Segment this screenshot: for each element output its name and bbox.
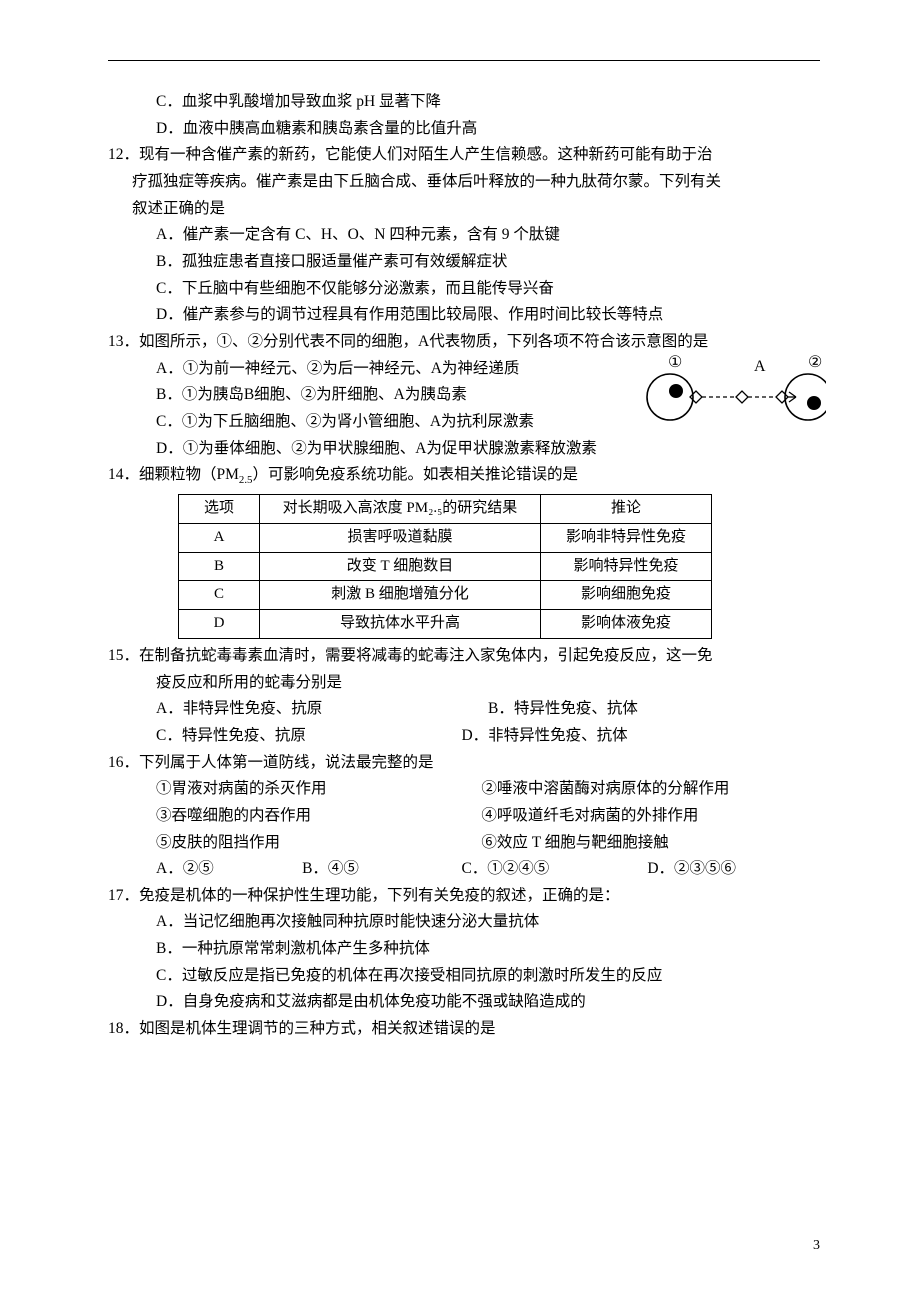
top-rule bbox=[108, 60, 820, 61]
q12-num: 12． bbox=[108, 146, 139, 163]
q16-opt-b: B．④⑤ bbox=[302, 856, 461, 883]
table-head-row: 选项 对长期吸入高浓度 PM₂.₅的研究结果 推论 bbox=[179, 494, 712, 523]
th-study: 对长期吸入高浓度 PM₂.₅的研究结果 bbox=[260, 494, 541, 523]
q16-i4: ④呼吸道纤毛对病菌的外排作用 bbox=[481, 803, 806, 830]
q14-stem: 14．细颗粒物（PM2.5）可影响免疫系统功能。如表相关推论错误的是 bbox=[108, 462, 820, 490]
q12-stem-line1: 12．现有一种含催产素的新药，它能使人们对陌生人产生信赖感。这种新药可能有助于治 bbox=[108, 142, 820, 169]
th-concl: 推论 bbox=[541, 494, 712, 523]
table-row: B 改变 T 细胞数目 影响特异性免疫 bbox=[179, 552, 712, 581]
q16-stem: 16．下列属于人体第一道防线，说法最完整的是 bbox=[108, 750, 820, 777]
q16: 16．下列属于人体第一道防线，说法最完整的是 ①胃液对病菌的杀灭作用②唾液中溶菌… bbox=[108, 750, 820, 883]
exam-page: C．血浆中乳酸增加导致血浆 pH 显著下降 D．血液中胰高血糖素和胰岛素含量的比… bbox=[0, 0, 920, 1300]
q11-opt-d: D．血液中胰高血糖素和胰岛素含量的比值升高 bbox=[108, 116, 820, 143]
q12-opt-a: A．催产素一定含有 C、H、O、N 四种元素，含有 9 个肽键 bbox=[108, 222, 820, 249]
q16-opt-c: C．①②④⑤ bbox=[461, 856, 647, 883]
q16-items-row1: ①胃液对病菌的杀灭作用②唾液中溶菌酶对病原体的分解作用 bbox=[108, 776, 820, 803]
q15-opt-d: D．非特异性免疫、抗体 bbox=[461, 723, 820, 750]
q17-opt-b: B．一种抗原常常刺激机体产生多种抗体 bbox=[108, 936, 820, 963]
q16-i5: ⑤皮肤的阻挡作用 bbox=[156, 830, 481, 857]
fig-label-1: ① bbox=[668, 354, 682, 371]
table-row: D 导致抗体水平升高 影响体液免疫 bbox=[179, 610, 712, 639]
fig-label-a: A bbox=[754, 358, 766, 375]
q16-items-row2: ③吞噬细胞的内吞作用④呼吸道纤毛对病菌的外排作用 bbox=[108, 803, 820, 830]
q15-num: 15． bbox=[108, 647, 139, 664]
q16-i3: ③吞噬细胞的内吞作用 bbox=[156, 803, 481, 830]
q15-opt-a: A．非特异性免疫、抗原 bbox=[156, 696, 488, 723]
q14-num: 14． bbox=[108, 466, 139, 483]
q15: 15．在制备抗蛇毒毒素血清时，需要将减毒的蛇毒注入家兔体内，引起免疫反应，这一免… bbox=[108, 643, 820, 750]
q15-opt-c: C．特异性免疫、抗原 bbox=[156, 723, 461, 750]
q18: 18．如图是机体生理调节的三种方式，相关叙述错误的是 bbox=[108, 1016, 820, 1043]
q14-table: 选项 对长期吸入高浓度 PM₂.₅的研究结果 推论 A 损害呼吸道黏膜 影响非特… bbox=[178, 494, 712, 639]
q15-opts-row2: C．特异性免疫、抗原 D．非特异性免疫、抗体 bbox=[108, 723, 820, 750]
q15-stem-line1: 15．在制备抗蛇毒毒素血清时，需要将减毒的蛇毒注入家兔体内，引起免疫反应，这一免 bbox=[108, 643, 820, 670]
q15-stem-line2: 疫反应和所用的蛇毒分别是 bbox=[108, 670, 820, 697]
q16-num: 16． bbox=[108, 754, 139, 771]
q12-stem-line2: 疗孤独症等疾病。催产素是由下丘脑合成、垂体后叶释放的一种九肽荷尔蒙。下列有关 bbox=[108, 169, 820, 196]
q12-opt-c: C．下丘脑中有些细胞不仅能够分泌激素，而且能传导兴奋 bbox=[108, 276, 820, 303]
q13: 13．如图所示，①、②分别代表不同的细胞，A代表物质，下列各项不符合该示意图的是… bbox=[108, 329, 820, 462]
q18-num: 18． bbox=[108, 1020, 139, 1037]
q16-opt-d: D．②③⑤⑥ bbox=[647, 856, 820, 883]
q17-num: 17． bbox=[108, 887, 139, 904]
fig-label-2: ② bbox=[808, 354, 822, 371]
q16-opts: A．②⑤ B．④⑤ C．①②④⑤ D．②③⑤⑥ bbox=[108, 856, 820, 883]
q17: 17．免疫是机体的一种保护性生理功能，下列有关免疫的叙述，正确的是： A．当记忆… bbox=[108, 883, 820, 1016]
q16-i2: ②唾液中溶菌酶对病原体的分解作用 bbox=[481, 776, 806, 803]
th-opt: 选项 bbox=[179, 494, 260, 523]
q15-opt-b: B．特异性免疫、抗体 bbox=[488, 696, 820, 723]
q16-i6: ⑥效应 T 细胞与靶细胞接触 bbox=[481, 830, 806, 857]
page-number: 3 bbox=[813, 1234, 820, 1258]
q13-opt-d: D．①为垂体细胞、②为甲状腺细胞、A为促甲状腺激素释放激素 bbox=[108, 436, 820, 463]
table-row: A 损害呼吸道黏膜 影响非特异性免疫 bbox=[179, 523, 712, 552]
table-row: C 刺激 B 细胞增殖分化 影响细胞免疫 bbox=[179, 581, 712, 610]
q17-opt-c: C．过敏反应是指已免疫的机体在再次接受相同抗原的刺激时所发生的反应 bbox=[108, 963, 820, 990]
q11-opt-c: C．血浆中乳酸增加导致血浆 pH 显著下降 bbox=[108, 89, 820, 116]
q12-stem-line3: 叙述正确的是 bbox=[108, 196, 820, 223]
q16-opt-a: A．②⑤ bbox=[156, 856, 302, 883]
q15-opts-row1: A．非特异性免疫、抗原 B．特异性免疫、抗体 bbox=[108, 696, 820, 723]
q18-stem: 18．如图是机体生理调节的三种方式，相关叙述错误的是 bbox=[108, 1016, 820, 1043]
q13-num: 13． bbox=[108, 333, 139, 350]
q17-opt-a: A．当记忆细胞再次接触同种抗原时能快速分泌大量抗体 bbox=[108, 909, 820, 936]
q12-opt-b: B．孤独症患者直接口服适量催产素可有效缓解症状 bbox=[108, 249, 820, 276]
q17-opt-d: D．自身免疫病和艾滋病都是由机体免疫功能不强或缺陷造成的 bbox=[108, 989, 820, 1016]
q12: 12．现有一种含催产素的新药，它能使人们对陌生人产生信赖感。这种新药可能有助于治… bbox=[108, 142, 820, 329]
q14: 14．细颗粒物（PM2.5）可影响免疫系统功能。如表相关推论错误的是 选项 对长… bbox=[108, 462, 820, 639]
q17-stem: 17．免疫是机体的一种保护性生理功能，下列有关免疫的叙述，正确的是： bbox=[108, 883, 820, 910]
q16-items-row3: ⑤皮肤的阻挡作用⑥效应 T 细胞与靶细胞接触 bbox=[108, 830, 820, 857]
q13-figure: ① A ② bbox=[636, 351, 826, 431]
q16-i1: ①胃液对病菌的杀灭作用 bbox=[156, 776, 481, 803]
q12-opt-d: D．催产素参与的调节过程具有作用范围比较局限、作用时间比较长等特点 bbox=[108, 302, 820, 329]
